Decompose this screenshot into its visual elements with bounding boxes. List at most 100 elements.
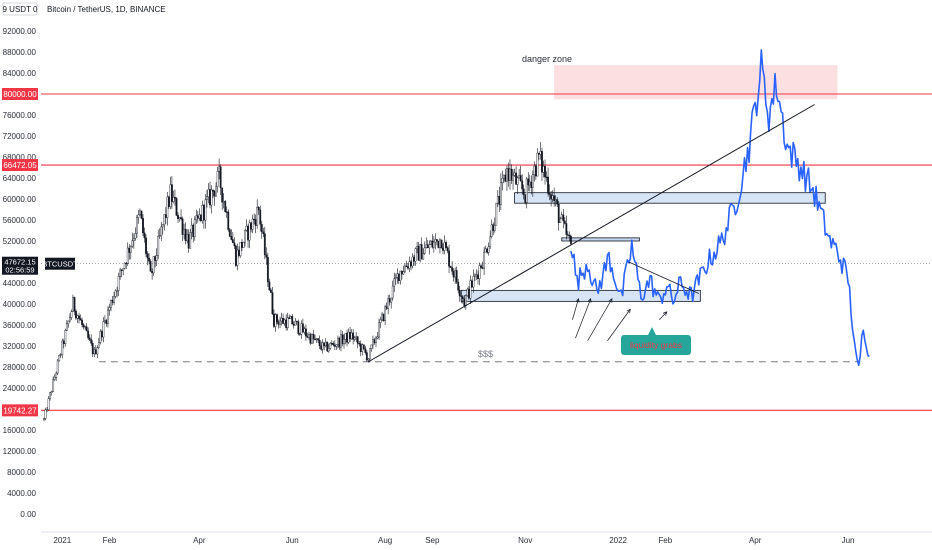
candle-body <box>475 274 478 276</box>
candle-body <box>70 311 73 318</box>
candle-body <box>478 265 481 279</box>
x-tick-label: Apr <box>749 536 762 545</box>
candle-body <box>186 234 189 241</box>
candle-body <box>557 204 560 223</box>
candle-body <box>167 196 170 207</box>
chart-header: 9 USDT 0 Bitcoin / TetherUS, 1D, BINANCE <box>3 2 166 16</box>
candle-body <box>483 251 486 269</box>
candle-body <box>562 214 565 222</box>
candle-body <box>285 319 288 329</box>
candle-body <box>50 391 53 393</box>
candle-body <box>486 248 489 253</box>
x-tick-label: Nov <box>518 536 532 545</box>
candle-body <box>515 172 517 185</box>
candle-body <box>273 313 275 327</box>
candle-body <box>306 335 309 338</box>
y-tick-label: 36000.00 <box>3 321 37 330</box>
candle-body <box>180 217 182 219</box>
candle-body <box>353 337 356 340</box>
candle-body <box>396 273 399 278</box>
candle-body <box>282 317 284 324</box>
candle-body <box>277 321 280 325</box>
candle-body <box>155 255 158 261</box>
y-tick-label: 64000.00 <box>3 174 37 183</box>
candle-body <box>524 194 527 203</box>
time-axis[interactable]: 2021 Feb Apr Jun Aug Sep Nov 2022 Feb Apr Jun <box>41 531 932 545</box>
candle-body <box>425 244 428 248</box>
candle-body <box>183 229 186 235</box>
candle-body <box>507 168 510 181</box>
candle-body <box>251 218 254 230</box>
candle-body <box>541 151 543 173</box>
liquidity-grabs-callout[interactable]: liquidity grabs <box>621 327 691 355</box>
candle-body <box>58 355 61 362</box>
candle-body <box>547 176 549 194</box>
candle-body <box>404 265 406 272</box>
candle-body <box>201 204 204 221</box>
candle-body <box>289 316 292 319</box>
candle-body <box>291 316 294 325</box>
candle-body <box>566 234 569 236</box>
candle-body <box>245 225 248 231</box>
ticker-badge: 9 USDT 0 <box>3 5 39 14</box>
candle-body <box>247 225 249 241</box>
candle-body <box>75 310 77 319</box>
current-price-countdown: 02:56:59 <box>5 266 34 275</box>
candle-body <box>221 187 224 203</box>
candle-body <box>230 236 233 240</box>
candle-body <box>171 184 173 202</box>
candle-body <box>324 341 327 347</box>
candle-body <box>169 184 172 207</box>
candle-body <box>303 328 306 333</box>
candle-body <box>227 211 230 230</box>
candle-body <box>49 392 51 399</box>
candle-body <box>440 239 443 249</box>
candle-body <box>548 193 551 195</box>
candle-body <box>178 217 181 220</box>
candle-body <box>212 189 214 192</box>
candle-body <box>145 237 147 254</box>
y-tick-label: 88000.00 <box>3 48 37 57</box>
candle-body <box>484 248 487 253</box>
candle-body <box>242 242 245 248</box>
candle-body <box>347 332 350 343</box>
candle-body <box>79 318 82 321</box>
dollar-signs-label: $$$ <box>478 349 493 359</box>
candle-body <box>193 219 196 237</box>
candle-body <box>206 196 208 201</box>
candle-body <box>268 281 271 291</box>
x-tick-label: 2021 <box>53 536 71 545</box>
candle-body <box>122 268 125 271</box>
y-tick-label: 56000.00 <box>3 216 37 225</box>
y-tick-label: 40000.00 <box>3 300 37 309</box>
candle-body <box>405 265 408 267</box>
candle-body <box>181 218 184 235</box>
candle-body <box>416 245 418 249</box>
x-tick-label: Feb <box>658 536 672 545</box>
candle-body <box>213 191 216 197</box>
level-price-label: 66472.05 <box>3 161 37 170</box>
candle-body <box>126 247 129 264</box>
candle-body <box>218 166 221 172</box>
candle-body <box>364 348 367 353</box>
liquidity-arrow-head <box>587 297 592 303</box>
candle-body <box>570 236 572 244</box>
x-tick-label: Feb <box>103 536 117 545</box>
candle-body <box>376 336 379 339</box>
candle-body <box>372 339 374 346</box>
y-tick-label: 76000.00 <box>3 111 37 120</box>
liquidity-arrow-head <box>575 297 580 303</box>
danger-zone-label: danger zone <box>522 54 572 64</box>
candle-body <box>250 222 253 230</box>
candle-body <box>120 269 123 272</box>
candle-body <box>192 224 195 237</box>
candle-body <box>62 340 65 345</box>
candle-body <box>506 168 508 182</box>
candle-body <box>164 214 167 218</box>
candle-body <box>234 245 237 266</box>
candle-body <box>493 224 496 231</box>
level-price-badge <box>2 159 38 172</box>
candle-body <box>196 215 199 219</box>
candle-body <box>108 307 111 311</box>
